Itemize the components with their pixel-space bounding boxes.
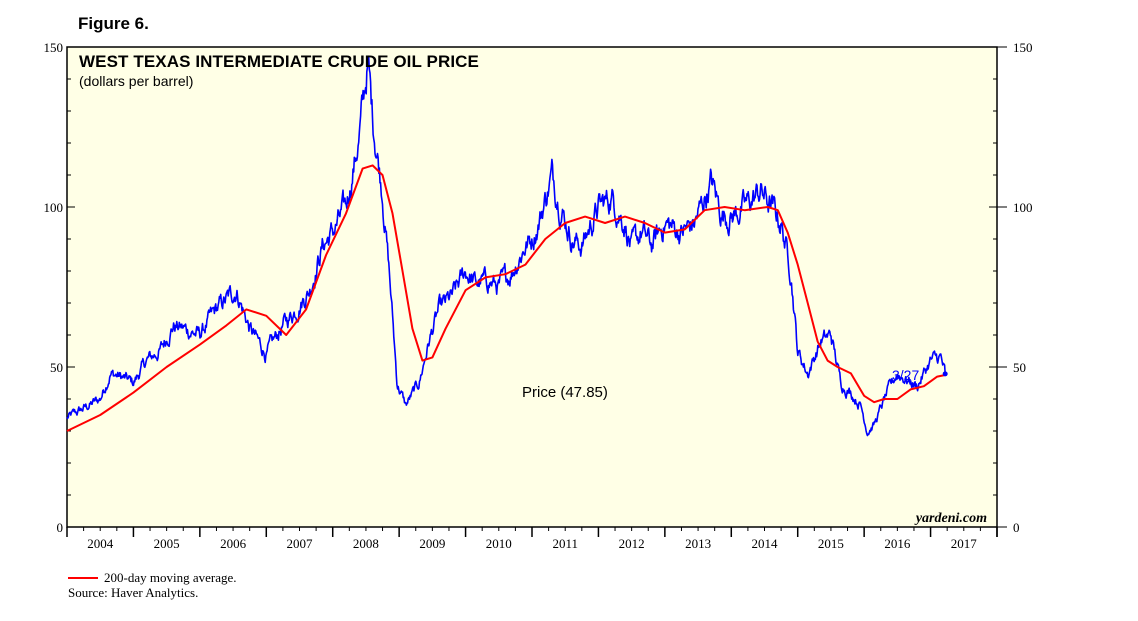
plot-area — [66, 46, 998, 528]
y-tick-label-right: 50 — [1013, 360, 1026, 375]
price-label: Price (47.85) — [522, 384, 608, 401]
x-year-label: 2010 — [486, 536, 512, 551]
y-tick-label-right: 150 — [1013, 40, 1033, 55]
legend-ma: 200-day moving average. — [68, 570, 236, 585]
x-year-label: 2011 — [552, 536, 578, 551]
y-tick-label-right: 100 — [1013, 200, 1033, 215]
chart-subtitle: (dollars per barrel) — [79, 73, 194, 89]
x-year-label: 2016 — [884, 536, 911, 551]
x-year-label: 2014 — [752, 536, 779, 551]
x-year-label: 2015 — [818, 536, 844, 551]
x-year-label: 2004 — [87, 536, 114, 551]
y-tick-label-left: 150 — [44, 40, 64, 55]
chart-title: WEST TEXAS INTERMEDIATE CRUDE OIL PRICE — [79, 52, 479, 71]
legend-ma-label: 200-day moving average. — [104, 570, 237, 585]
x-year-label: 2017 — [951, 536, 978, 551]
legend-ma-swatch — [68, 576, 98, 579]
watermark: yardeni.com — [914, 511, 987, 526]
y-tick-label-left: 50 — [50, 360, 63, 375]
figure-label: Figure 6. — [78, 14, 149, 33]
series-layer — [66, 55, 948, 437]
annotations: Price (47.85) 3/27 yardeni.com — [522, 367, 987, 526]
series-line-price — [66, 55, 946, 437]
x-year-label: 2006 — [220, 536, 247, 551]
y-tick-label-left: 0 — [57, 520, 64, 535]
date-label: 3/27 — [892, 367, 919, 383]
x-year-label: 2008 — [353, 536, 379, 551]
y-tick-label-left: 100 — [44, 200, 64, 215]
latest-point — [942, 371, 948, 377]
series-line-moving-average — [66, 164, 946, 432]
y-tick-label-right: 0 — [1013, 520, 1020, 535]
x-year-label: 2012 — [619, 536, 645, 551]
axes: 0 0 50 50 100 100 150 150 2004 2005 2006 2007 2008 20… — [44, 40, 1033, 551]
x-year-label: 2005 — [154, 536, 180, 551]
x-year-label: 2009 — [419, 536, 445, 551]
x-year-label: 2013 — [685, 536, 711, 551]
x-year-label: 2007 — [287, 536, 314, 551]
footer: 200-day moving average. Source: Haver An… — [68, 570, 236, 600]
source-note: Source: Haver Analytics. — [68, 585, 199, 600]
